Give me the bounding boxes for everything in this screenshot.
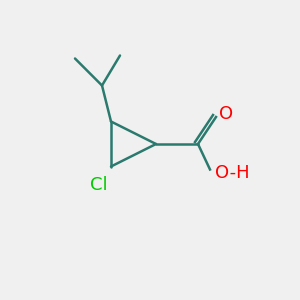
Text: O-H: O-H	[215, 164, 250, 181]
Text: Cl: Cl	[90, 176, 108, 194]
Text: O: O	[219, 105, 234, 123]
